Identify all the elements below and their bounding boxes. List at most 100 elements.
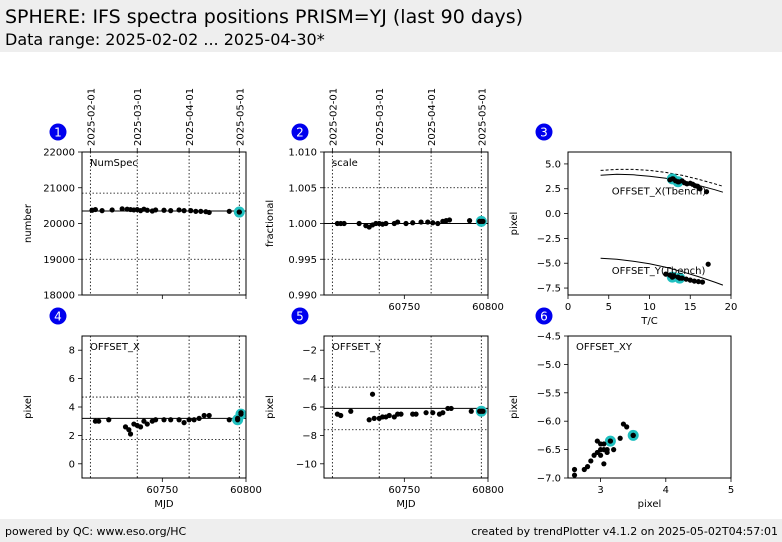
data-point — [338, 412, 344, 419]
data-point — [604, 447, 610, 453]
curve-annotation: OFFSET_X(Tbench) — [612, 187, 707, 198]
data-point — [607, 438, 613, 444]
data-point — [601, 461, 607, 467]
data-point — [92, 206, 98, 213]
y-tick-label: 2.5 — [545, 184, 561, 195]
y-tick-label: −4.5 — [537, 332, 561, 343]
data-point — [153, 417, 159, 423]
y-tick-label: 0.990 — [288, 291, 317, 302]
y-tick-label: 1.000 — [288, 219, 317, 230]
data-point — [413, 411, 419, 417]
data-point — [617, 435, 623, 441]
x-axis-label: pixel — [638, 499, 662, 510]
data-point — [137, 424, 144, 430]
x-tick-label: 4 — [663, 485, 669, 496]
data-point — [181, 208, 187, 214]
data-point — [687, 277, 693, 283]
data-point — [181, 420, 187, 426]
footer-powered-by: powered by QC: www.eso.org/HC — [5, 525, 187, 538]
panel-label: OFFSET_Y — [332, 342, 382, 353]
data-point — [176, 417, 182, 423]
data-point — [144, 421, 150, 427]
data-point — [99, 208, 105, 214]
y-axis-label: pixel — [265, 395, 276, 419]
data-point — [466, 218, 473, 224]
data-point — [186, 417, 192, 423]
data-point — [395, 219, 401, 225]
x-axis-label: T/C — [640, 316, 657, 327]
data-point — [677, 275, 683, 281]
data-point — [168, 417, 174, 423]
x-tick-label: 10 — [643, 302, 656, 313]
x-tick-label: 5 — [728, 485, 734, 496]
data-point — [238, 411, 244, 417]
data-point — [161, 207, 167, 213]
data-point — [571, 466, 578, 473]
data-point — [588, 458, 594, 464]
y-tick-label: −2.5 — [537, 234, 561, 245]
data-point — [126, 427, 132, 433]
chart-panel-6: −7.0 −6.5 −6.0 −5.5 −5.0 −4.5 3 4 5 pixel pixel OFF… — [509, 307, 734, 510]
y-tick-label: −7.0 — [537, 474, 561, 485]
panel-number-label: 6 — [540, 310, 548, 324]
y-tick-label: −7.5 — [537, 284, 561, 295]
chart-panel-4: 0 2 4 6 8 60750 60800 pixel MJD OFFSET_X 4 — [23, 307, 262, 510]
data-point — [168, 208, 174, 214]
header-bar: SPHERE: IFS spectra positions PRISM=YJ (… — [0, 0, 782, 52]
y-tick-label: 1.010 — [288, 148, 317, 159]
data-point — [468, 408, 474, 414]
data-point — [144, 207, 150, 213]
y-tick-label: 0.0 — [545, 209, 561, 220]
x-tick-label: 60800 — [230, 485, 262, 496]
x-tick-label: 3 — [597, 485, 603, 496]
y-axis-label: pixel — [509, 395, 520, 419]
data-point — [127, 431, 134, 437]
data-point — [571, 472, 578, 478]
footer-bar: powered by QC: www.eso.org/HC created by… — [0, 519, 782, 542]
x-tick-label: 0 — [565, 302, 571, 313]
data-point — [188, 208, 194, 214]
data-range-subtitle: Data range: 2025-02-02 ... 2025-04-30* — [5, 30, 325, 49]
data-point — [430, 220, 436, 226]
data-point — [386, 412, 392, 419]
x-tick-label: 60750 — [146, 485, 178, 496]
y-tick-label: 6 — [69, 374, 75, 385]
x-axis-label: MJD — [154, 499, 174, 510]
y-tick-label: 8 — [69, 346, 75, 357]
data-point — [703, 189, 710, 195]
y-tick-label: 4 — [69, 403, 75, 414]
panel-label: OFFSET_XY — [576, 342, 633, 353]
data-point — [663, 271, 669, 277]
chart-panel-2: 2025-02-01 2025-03-01 2025-04-01 2025-05-01… — [265, 88, 504, 313]
date-tick-label: 2025-04-01 — [427, 88, 438, 146]
data-point — [226, 208, 232, 214]
data-point — [478, 218, 484, 224]
data-point — [705, 261, 711, 267]
panel-number-label: 2 — [296, 126, 304, 140]
data-point — [206, 209, 212, 216]
y-tick-label: −4 — [302, 374, 317, 385]
data-point — [423, 410, 429, 416]
model-curve — [600, 257, 724, 286]
plot-frame — [567, 335, 732, 479]
data-point — [369, 391, 376, 397]
data-point — [153, 207, 159, 213]
panel-number-label: 4 — [54, 310, 62, 324]
y-tick-label: 20000 — [43, 219, 75, 230]
data-point — [448, 405, 454, 412]
panel-number-badge — [49, 123, 67, 141]
data-point — [410, 220, 416, 226]
panel-label: OFFSET_X — [90, 342, 140, 353]
data-point — [697, 186, 703, 192]
plot-frame — [323, 335, 489, 479]
panel-number-label: 1 — [54, 126, 62, 140]
chart-panel-3: −7.5 −5.0 −2.5 0.0 2.5 5.0 0 5 10 15 20 pixel T/C OFF… — [509, 123, 737, 327]
data-point — [196, 415, 202, 421]
y-tick-label: −6.0 — [537, 417, 561, 428]
data-point — [341, 220, 347, 227]
data-point — [398, 411, 404, 417]
data-point — [193, 208, 199, 214]
y-tick-label: −8 — [302, 431, 317, 442]
chart-panel-5: −10 −8 −6 −4 −2 60750 60800 pixel MJD OFFSET_Y 5 — [265, 307, 504, 510]
y-tick-label: −5.0 — [537, 360, 561, 371]
